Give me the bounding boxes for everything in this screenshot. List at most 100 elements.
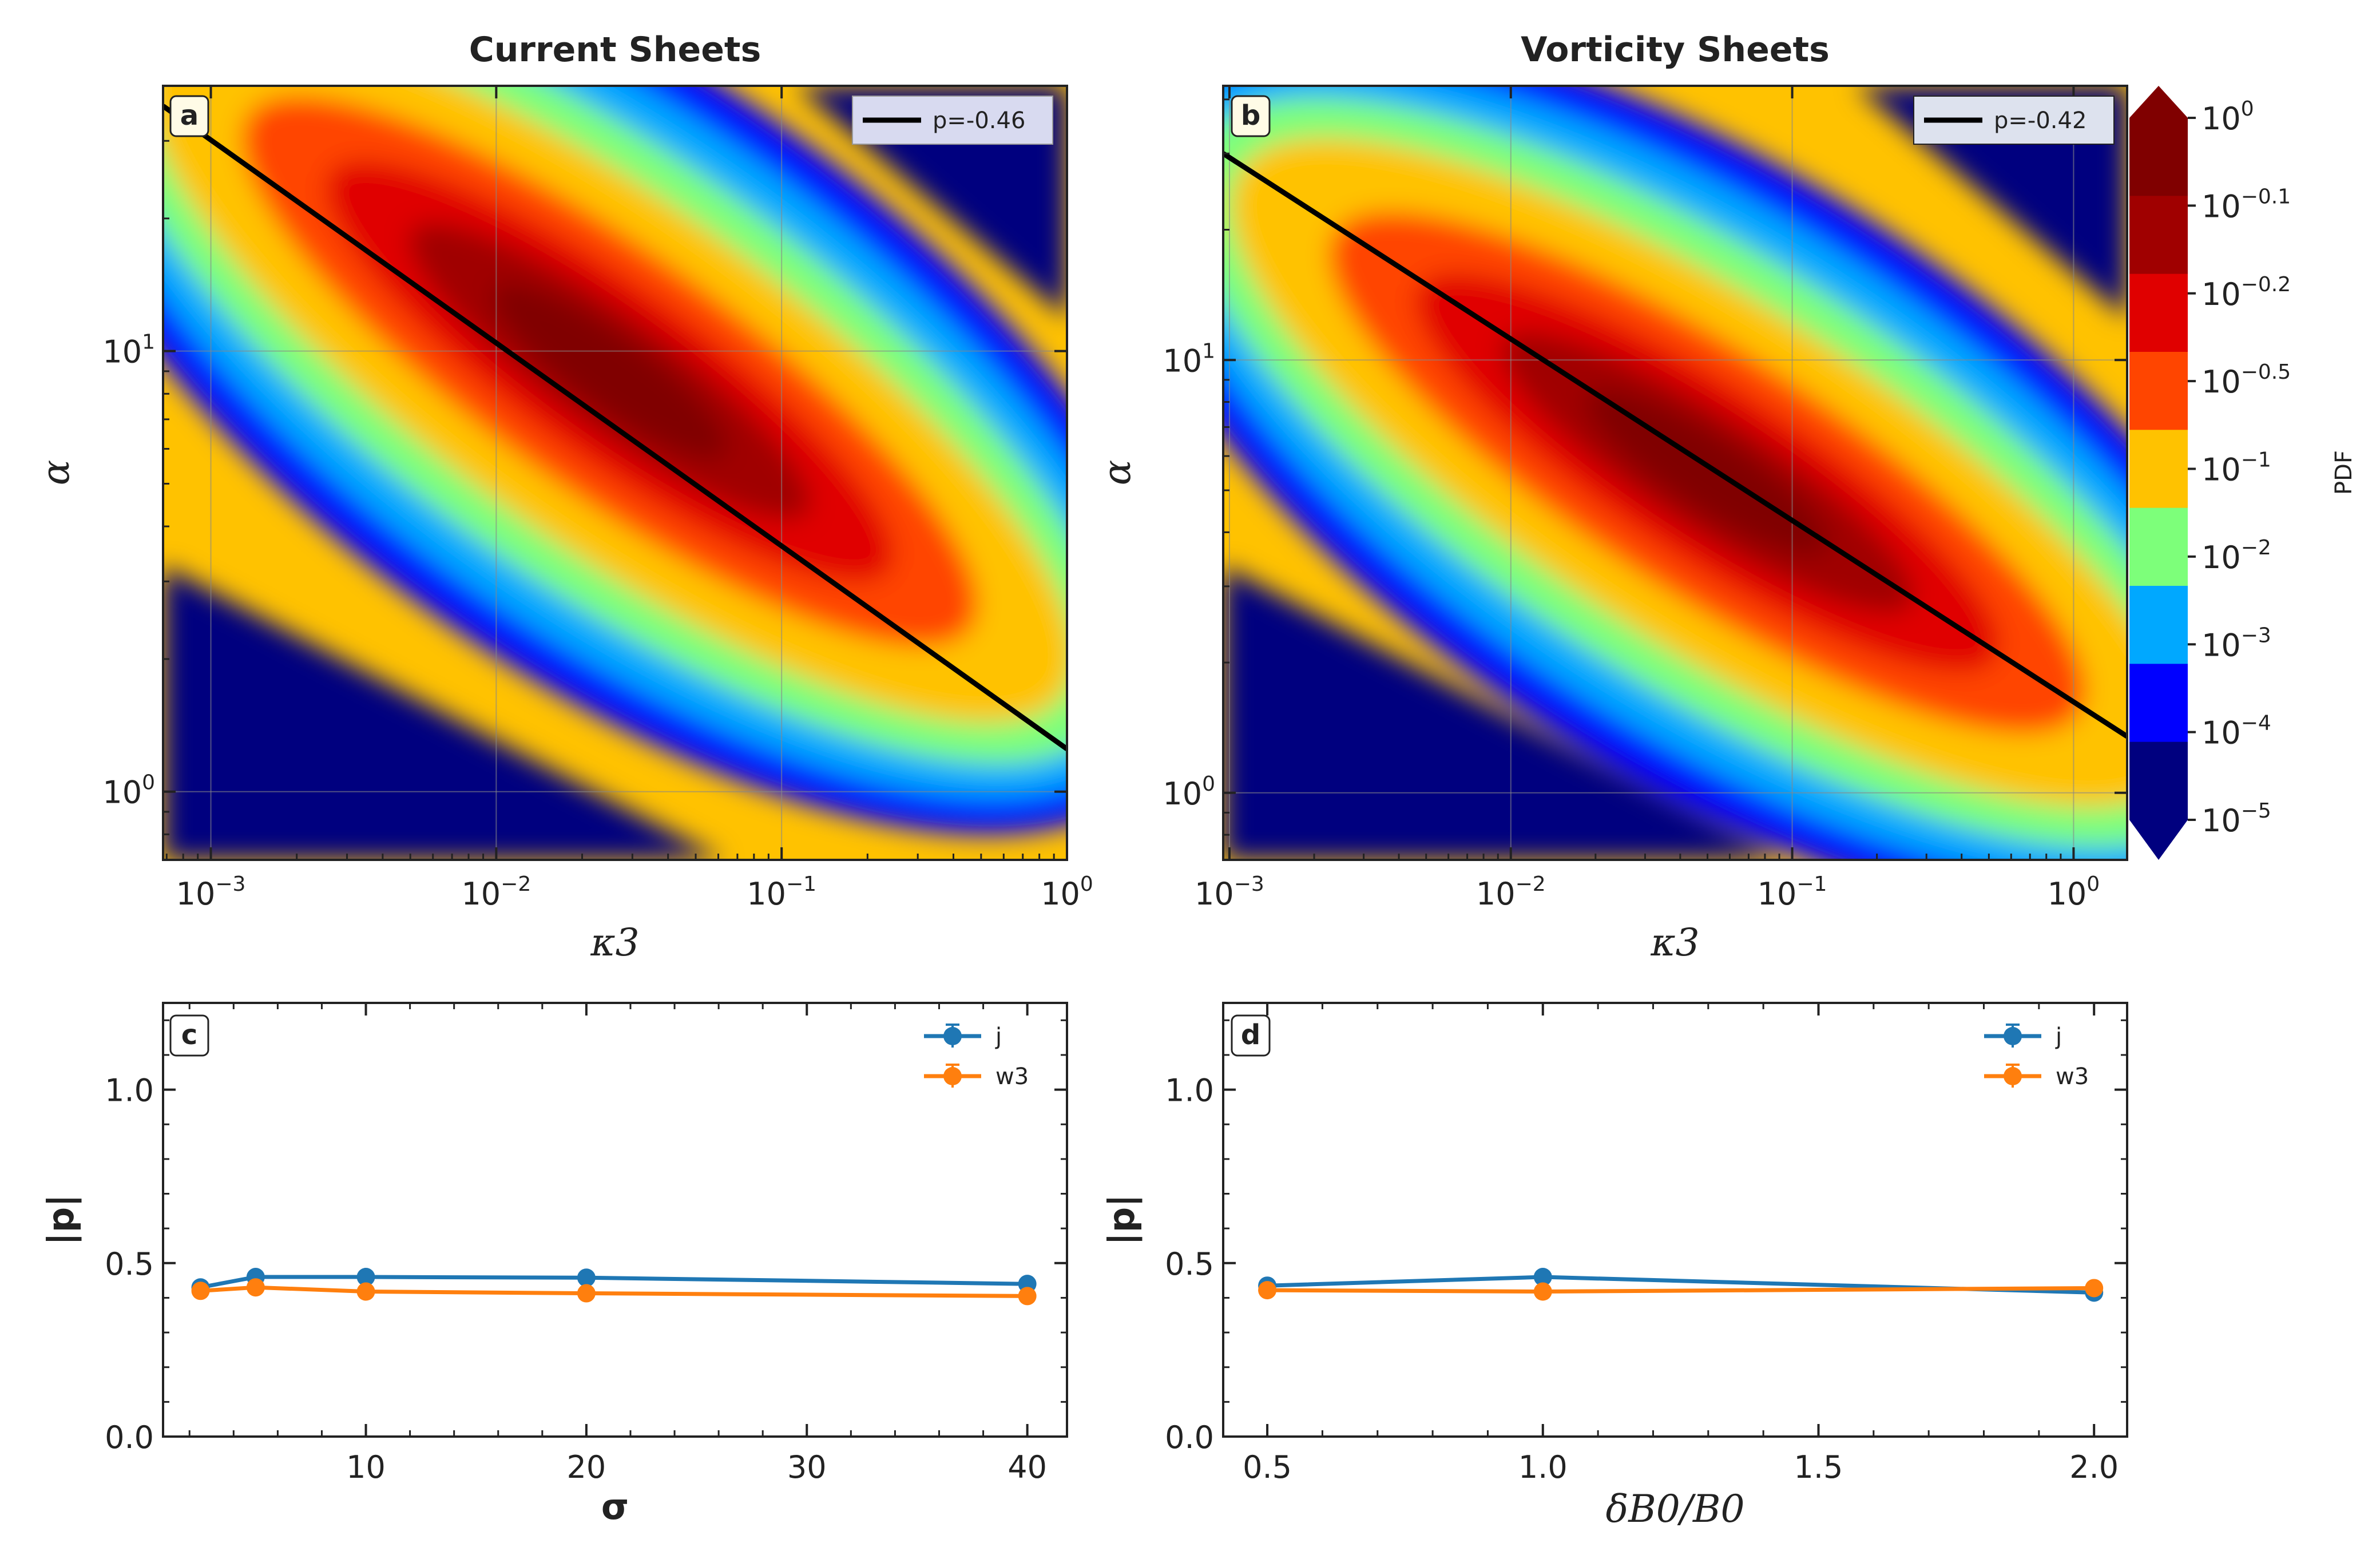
series-w3-point bbox=[577, 1284, 596, 1303]
panel-b-grid bbox=[1223, 86, 2127, 860]
xtick-label: 100 bbox=[1041, 872, 1093, 912]
contour-a-blurred-bands bbox=[163, 86, 1067, 860]
series-w3-point bbox=[356, 1282, 375, 1301]
panel-b-title: Vorticity Sheets bbox=[1521, 30, 1830, 70]
xtick-label: 10−1 bbox=[747, 872, 816, 912]
panel-b-xlabel: κ3 bbox=[1650, 921, 1699, 965]
series-j-point bbox=[1533, 1268, 1552, 1287]
xtick-label: 1.0 bbox=[1518, 1449, 1568, 1485]
xtick-label: 10 bbox=[346, 1449, 386, 1485]
xtick-label: 10−1 bbox=[1758, 872, 1827, 912]
panel-d-badge-label: d bbox=[1241, 1019, 1260, 1051]
panel-c-axis-ticks: 10 20 30 40 0.0 0.5 1.0 bbox=[105, 1003, 1067, 1485]
panel-b-legend-label: p=-0.42 bbox=[1994, 108, 2087, 134]
series-j-point bbox=[356, 1268, 375, 1287]
xtick-label: 0.5 bbox=[1243, 1449, 1292, 1485]
series-w3-point bbox=[2085, 1279, 2104, 1298]
ytick-label: 101 bbox=[102, 331, 155, 370]
colorbar-tick-label: 10−4 bbox=[2202, 712, 2271, 751]
xtick-label: 10−2 bbox=[461, 872, 531, 912]
colorbar-band bbox=[2129, 430, 2188, 509]
panel-b-badge: b bbox=[1231, 95, 1271, 137]
colorbar-band bbox=[2129, 352, 2188, 430]
contour-b-blurred-bands bbox=[1223, 86, 2127, 860]
panel-b-contour-bands bbox=[1223, 86, 2127, 860]
colorbar-tick-label: 10−1 bbox=[2202, 449, 2271, 488]
colorbar-band bbox=[2129, 273, 2188, 352]
legend-w3-swatch-marker bbox=[943, 1067, 962, 1085]
panel-c-xlabel: σ bbox=[601, 1486, 629, 1528]
ytick-label: 1.0 bbox=[1165, 1073, 1214, 1109]
contour-band-level-8 bbox=[1586, 389, 1830, 556]
panel-b-contour-field bbox=[1223, 86, 2127, 860]
ytick-label: 0.0 bbox=[1165, 1419, 1214, 1455]
legend-w3-label: w3 bbox=[2056, 1064, 2089, 1090]
panel-c-badge: c bbox=[169, 1014, 209, 1057]
panel-b-frame bbox=[1222, 85, 2128, 861]
colorbar-tick-label: 10−5 bbox=[2202, 799, 2271, 839]
legend-w3-label: w3 bbox=[995, 1064, 1029, 1090]
xtick-label: 10−3 bbox=[1195, 872, 1264, 912]
xtick-label: 2.0 bbox=[2069, 1449, 2119, 1485]
colorbar-label: PDF bbox=[2331, 450, 2357, 495]
panel-a-legend: p=-0.46 bbox=[852, 96, 1053, 145]
xtick-label: 20 bbox=[567, 1449, 606, 1485]
panel-b-ylabel: α bbox=[1095, 460, 1139, 486]
panel-a-contour-field bbox=[163, 86, 1067, 860]
legend-j-label: j bbox=[2055, 1024, 2062, 1050]
panel-a-title: Current Sheets bbox=[469, 30, 761, 70]
colorbar-tick-label: 10−3 bbox=[2202, 624, 2271, 663]
panel-c-series bbox=[191, 1268, 1037, 1306]
colorbar-band bbox=[2129, 586, 2188, 664]
panel-c: 10 20 30 40 0.0 0.5 1.0 c j w3 σ |p| bbox=[40, 1002, 1068, 1528]
series-w3-point bbox=[246, 1278, 265, 1297]
panel-d-axis-ticks: 0.5 1.0 1.5 2.0 0.0 0.5 1.0 bbox=[1165, 1003, 2127, 1485]
colorbar-extend-top bbox=[2129, 86, 2188, 118]
ytick-label: 1.0 bbox=[105, 1073, 154, 1109]
colorbar-tick-label: 10−0.2 bbox=[2202, 273, 2291, 312]
panel-b-legend: p=-0.42 bbox=[1913, 96, 2115, 145]
ytick-label: 0.5 bbox=[1165, 1246, 1214, 1282]
legend-j-label: j bbox=[995, 1024, 1002, 1050]
colorbar-tick-label: 10−0.1 bbox=[2202, 185, 2291, 224]
series-w3-point bbox=[191, 1282, 210, 1300]
panel-b-axis-ticks: 10−3 10−2 10−1 100 100 101 bbox=[1163, 86, 2127, 912]
band-lowleft-darkblue bbox=[1223, 565, 1784, 860]
xtick-label: 40 bbox=[1007, 1449, 1047, 1485]
panel-d-series bbox=[1258, 1268, 2104, 1302]
panel-a-contour-bands bbox=[163, 86, 1067, 860]
panel-d-xlabel: δB0/B0 bbox=[1606, 1487, 1745, 1531]
ytick-label: 100 bbox=[1163, 772, 1215, 812]
ytick-label: 0.5 bbox=[105, 1246, 154, 1282]
panel-d-badge: d bbox=[1231, 1014, 1271, 1057]
panel-b-badge-label: b bbox=[1241, 100, 1260, 132]
colorbar-tick-label: 100 bbox=[2202, 97, 2254, 137]
panel-d-frame bbox=[1222, 1002, 2128, 1438]
series-j-point bbox=[577, 1268, 596, 1287]
panel-a-axis-ticks: 10−3 10−2 10−1 100 100 101 bbox=[102, 86, 1093, 912]
panel-a-grid bbox=[163, 86, 1067, 860]
band-lowleft-darkblue bbox=[163, 565, 724, 860]
colorbar-band bbox=[2129, 664, 2188, 743]
series-w3-point bbox=[1258, 1281, 1277, 1300]
ytick-label: 100 bbox=[102, 771, 155, 811]
legend-j-swatch-marker bbox=[943, 1027, 962, 1045]
colorbar-extend-bottom bbox=[2129, 820, 2188, 860]
panel-a: Current Sheets 10−3 10−2 10−1 100 100 101 a p… bbox=[34, 30, 1093, 965]
ytick-label: 0.0 bbox=[105, 1419, 154, 1455]
panel-a-badge: a bbox=[169, 95, 209, 137]
xtick-label: 10−2 bbox=[1476, 872, 1546, 912]
panel-a-frame bbox=[162, 85, 1068, 861]
ytick-label: 101 bbox=[1163, 339, 1215, 379]
colorbar: 100 10−0.1 10−0.2 10−0.5 10−1 10−2 10−3 10−4 10−… bbox=[2129, 86, 2357, 860]
colorbar-band bbox=[2129, 507, 2188, 586]
panel-d-legend: j w3 bbox=[1984, 1024, 2089, 1090]
panel-a-badge-label: a bbox=[180, 100, 199, 132]
colorbar-band bbox=[2129, 196, 2188, 275]
legend-j-swatch-marker bbox=[2004, 1027, 2022, 1045]
contour-band-level-8 bbox=[491, 283, 728, 459]
xtick-label: 1.5 bbox=[1794, 1449, 1843, 1485]
colorbar-band bbox=[2129, 118, 2188, 196]
panel-d: 0.5 1.0 1.5 2.0 0.0 0.5 1.0 d j w3 δB0/B0 |p| bbox=[1101, 1002, 2128, 1531]
